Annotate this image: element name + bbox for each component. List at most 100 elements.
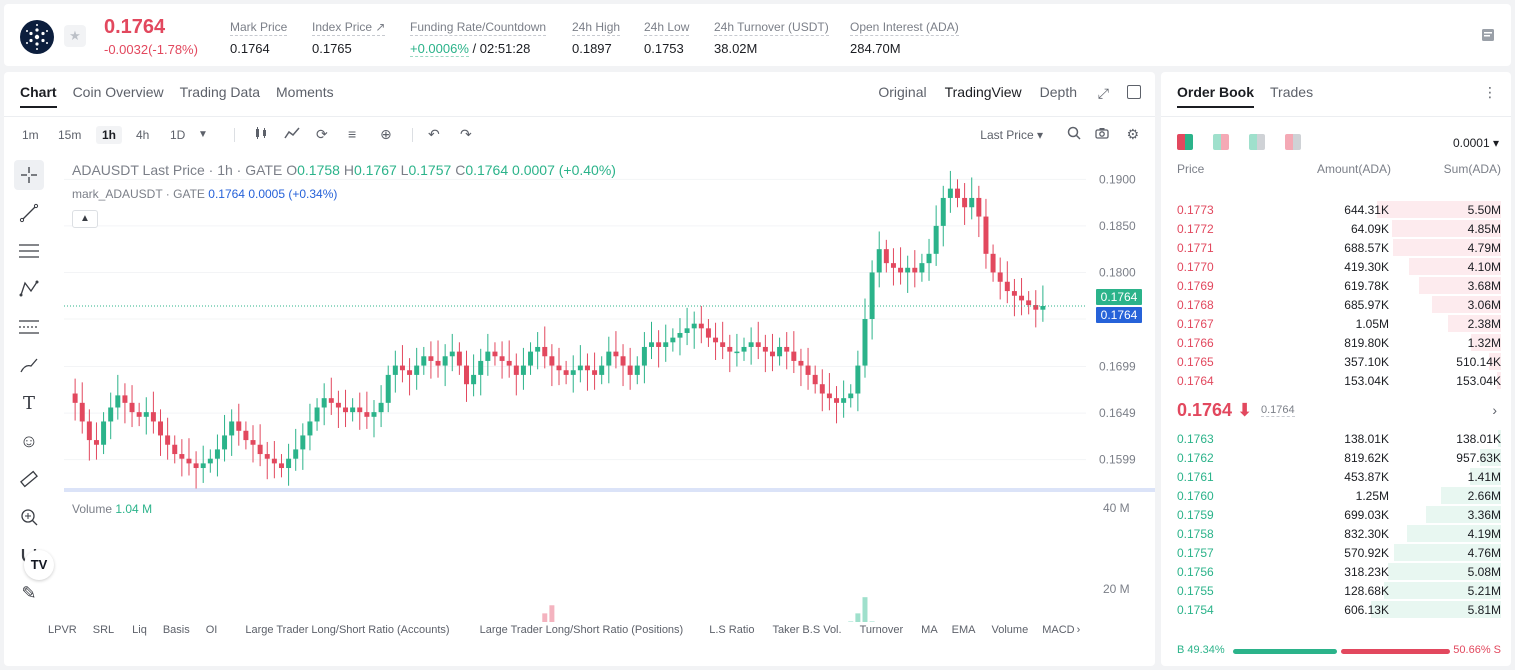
candle-body [563,370,569,375]
candle-type-icon[interactable] [254,126,268,143]
ask-row[interactable]: 0.1771 688.57K 4.79M [1161,238,1511,257]
indicator-l-s-ratio[interactable]: L.S Ratio [709,624,755,636]
chevron-right-icon[interactable]: › [1492,402,1497,418]
tab-moments[interactable]: Moments [276,84,334,100]
add-indicator-icon[interactable]: ⊕ [380,126,392,142]
indicator-large-trader-long-short-ratio-positions-[interactable]: Large Trader Long/Short Ratio (Positions… [479,624,684,636]
candle-body [535,346,541,352]
fibonacci-icon[interactable] [14,312,44,342]
ask-row[interactable]: 0.1773 644.31K 5.50M [1161,200,1511,219]
indicator-ema[interactable]: EMA [951,624,976,636]
brush-icon[interactable] [14,350,44,380]
price-type-select[interactable]: Last Price ▾ [980,128,1043,142]
ruler-icon[interactable] [14,464,44,494]
candle-body [577,365,583,371]
timeframe-1m[interactable]: 1m [22,128,39,142]
bid-row[interactable]: 0.1755 128.68K 5.21M [1161,581,1511,600]
chevron-right-icon[interactable]: › [1076,624,1081,636]
bid-row[interactable]: 0.1756 318.23K 5.08M [1161,562,1511,581]
timeframe-15m[interactable]: 15m [58,128,82,142]
price-chart[interactable]: 0.19000.18500.18000.17500.16990.16490.15… [56,152,1155,666]
view-bids-icon[interactable] [1249,134,1265,150]
ask-row[interactable]: 0.1770 419.30K 4.10M [1161,257,1511,276]
view-asks-icon[interactable] [1285,134,1301,150]
indicator-turnover[interactable]: Turnover [859,624,904,636]
expand-icon[interactable]: ⤢ [1097,85,1109,101]
trend-line-icon[interactable] [14,198,44,228]
indicator-oi[interactable]: OI [205,624,218,636]
redo-icon[interactable]: ↷ [460,126,472,142]
crosshair-icon[interactable] [14,160,44,190]
camera-icon[interactable] [1095,126,1109,143]
more-options-icon[interactable]: ⋮ [1483,84,1497,100]
view-depth[interactable]: Depth [1039,84,1077,100]
ask-row[interactable]: 0.1765 357.10K 510.14K [1161,352,1511,371]
tab-chart[interactable]: Chart [20,84,57,108]
candle-body [634,365,640,375]
text-icon[interactable]: T [22,392,35,414]
bid-row[interactable]: 0.1758 832.30K 4.19M [1161,524,1511,543]
candle-body [278,463,284,469]
stat-index-price[interactable]: Index Price ↗ 0.1765 [312,18,386,56]
zoom-in-icon[interactable] [14,502,44,532]
ask-row[interactable]: 0.1768 685.97K 3.06M [1161,295,1511,314]
indicator-basis[interactable]: Basis [162,624,190,636]
indicator-liq[interactable]: Liq [132,624,147,636]
bid-row[interactable]: 0.1760 1.25M 2.66M [1161,486,1511,505]
bid-row[interactable]: 0.1754 606.13K 5.81M [1161,600,1511,619]
pattern-icon[interactable] [14,274,44,304]
precision-select[interactable]: 0.0001 ▾ [1452,136,1499,150]
tab-trading-data[interactable]: Trading Data [179,84,261,100]
candle-body [314,407,320,422]
favorite-star-icon[interactable]: ★ [64,25,86,47]
emoji-icon[interactable]: ☺ [19,430,39,451]
view-both-icon[interactable] [1177,134,1193,150]
timeframe-4h[interactable]: 4h [136,128,150,142]
refresh-icon[interactable]: ⟳ [316,126,328,142]
indicator-ma[interactable]: MA [921,624,938,636]
candle-body [79,402,85,422]
bid-row[interactable]: 0.1761 453.87K 1.41M [1161,467,1511,486]
indicator-srl[interactable]: SRL [92,624,115,636]
ask-row[interactable]: 0.1767 1.05M 2.38M [1161,314,1511,333]
indicator-taker-b-s-vol-[interactable]: Taker B.S Vol. [772,624,842,636]
indicator-large-trader-long-short-ratio-accounts-[interactable]: Large Trader Long/Short Ratio (Accounts) [245,624,450,636]
timeframe-dropdown-icon[interactable]: ▼ [198,129,208,140]
view-original[interactable]: Original [878,84,927,100]
ask-row[interactable]: 0.1772 64.09K 4.85M [1161,219,1511,238]
chart-panel: Chart Coin Overview Trading Data Moments… [4,72,1155,666]
tab-order-book[interactable]: Order Book [1177,84,1255,108]
candle-body [300,435,306,450]
ask-row[interactable]: 0.1769 619.78K 3.68M [1161,276,1511,295]
ask-row[interactable]: 0.1766 819.80K 1.32M [1161,333,1511,352]
list-icon[interactable]: ≡ [348,126,357,142]
indicator-lpvr[interactable]: LPVR [48,624,77,636]
document-icon[interactable] [1481,28,1495,42]
candle-body [983,216,989,254]
pencil-icon[interactable]: ✎ [21,582,37,603]
ticker-bar: ★ 0.1764 -0.0032(-1.78%) Mark Price 0.17… [4,4,1511,66]
depth-bar [1377,201,1501,218]
collapse-legend-button[interactable]: ▲ [72,210,98,228]
window-icon[interactable] [1127,85,1141,99]
bid-row[interactable]: 0.1757 570.92K 4.76M [1161,543,1511,562]
indicator-macd[interactable]: MACD [1042,624,1075,636]
tab-coin-overview[interactable]: Coin Overview [72,84,164,100]
indicators-icon[interactable] [284,126,300,143]
timeframe-1d[interactable]: 1D [170,128,186,142]
horizontal-lines-icon[interactable] [14,236,44,266]
order-book-panel: Order Book Trades ⋮ 0.0001 ▾ Price Amoun… [1161,72,1511,666]
ask-row[interactable]: 0.1764 153.04K 153.04K [1161,371,1511,390]
settings-gear-icon[interactable]: ⚙ [1126,126,1139,142]
search-icon[interactable] [1067,126,1081,143]
indicator-volume[interactable]: Volume [991,624,1029,636]
bid-row[interactable]: 0.1762 819.62K 957.63K [1161,448,1511,467]
view-tradingview[interactable]: TradingView [944,84,1022,100]
view-asks-bids-icon[interactable] [1213,134,1229,150]
bid-row[interactable]: 0.1763 138.01K 138.01K [1161,429,1511,448]
undo-icon[interactable]: ↶ [428,126,440,142]
depth-bar [1448,315,1501,332]
tab-trades[interactable]: Trades [1270,84,1314,100]
bid-row[interactable]: 0.1759 699.03K 3.36M [1161,505,1511,524]
timeframe-1h[interactable]: 1h [96,126,123,144]
